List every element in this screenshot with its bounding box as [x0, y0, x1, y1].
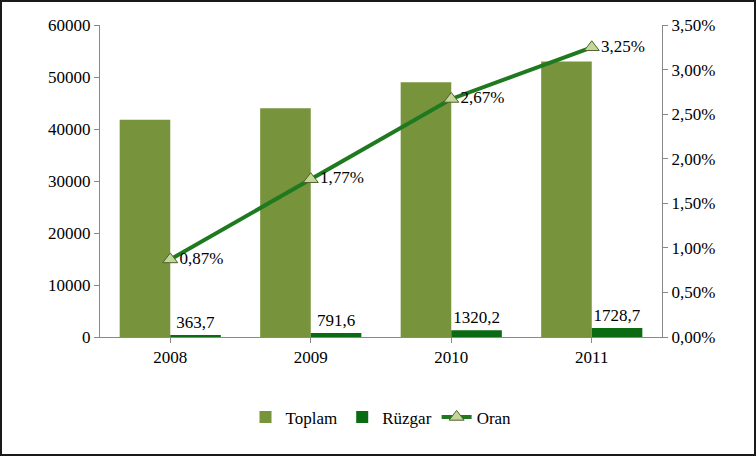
svg-text:60000: 60000	[48, 16, 91, 35]
svg-text:1728,7: 1728,7	[593, 306, 640, 325]
svg-text:2,67%: 2,67%	[460, 88, 504, 107]
svg-text:2,00%: 2,00%	[671, 150, 715, 169]
svg-text:3,25%: 3,25%	[601, 37, 645, 56]
svg-text:50000: 50000	[48, 68, 91, 87]
svg-text:2011: 2011	[575, 348, 608, 367]
svg-text:10000: 10000	[48, 276, 91, 295]
svg-text:363,7: 363,7	[176, 313, 215, 332]
svg-text:1320,2: 1320,2	[453, 308, 500, 327]
svg-text:Rüzgar: Rüzgar	[382, 409, 431, 428]
svg-text:Oran: Oran	[477, 409, 511, 428]
svg-text:0,00%: 0,00%	[671, 328, 715, 347]
svg-text:20000: 20000	[48, 224, 91, 243]
svg-text:0,50%: 0,50%	[671, 283, 715, 302]
svg-text:0: 0	[82, 328, 91, 347]
svg-text:1,77%: 1,77%	[320, 168, 364, 187]
svg-text:2008: 2008	[153, 348, 187, 367]
svg-text:3,00%: 3,00%	[671, 61, 715, 80]
svg-text:1,00%: 1,00%	[671, 239, 715, 258]
svg-text:40000: 40000	[48, 120, 91, 139]
svg-text:2010: 2010	[434, 348, 468, 367]
svg-text:0,87%: 0,87%	[179, 249, 223, 268]
svg-text:1,50%: 1,50%	[671, 194, 715, 213]
svg-text:2,50%: 2,50%	[671, 105, 715, 124]
svg-text:30000: 30000	[48, 172, 91, 191]
svg-text:791,6: 791,6	[317, 311, 355, 330]
svg-text:2009: 2009	[294, 348, 328, 367]
svg-text:3,50%: 3,50%	[671, 16, 715, 35]
svg-text:Toplam: Toplam	[286, 409, 338, 428]
